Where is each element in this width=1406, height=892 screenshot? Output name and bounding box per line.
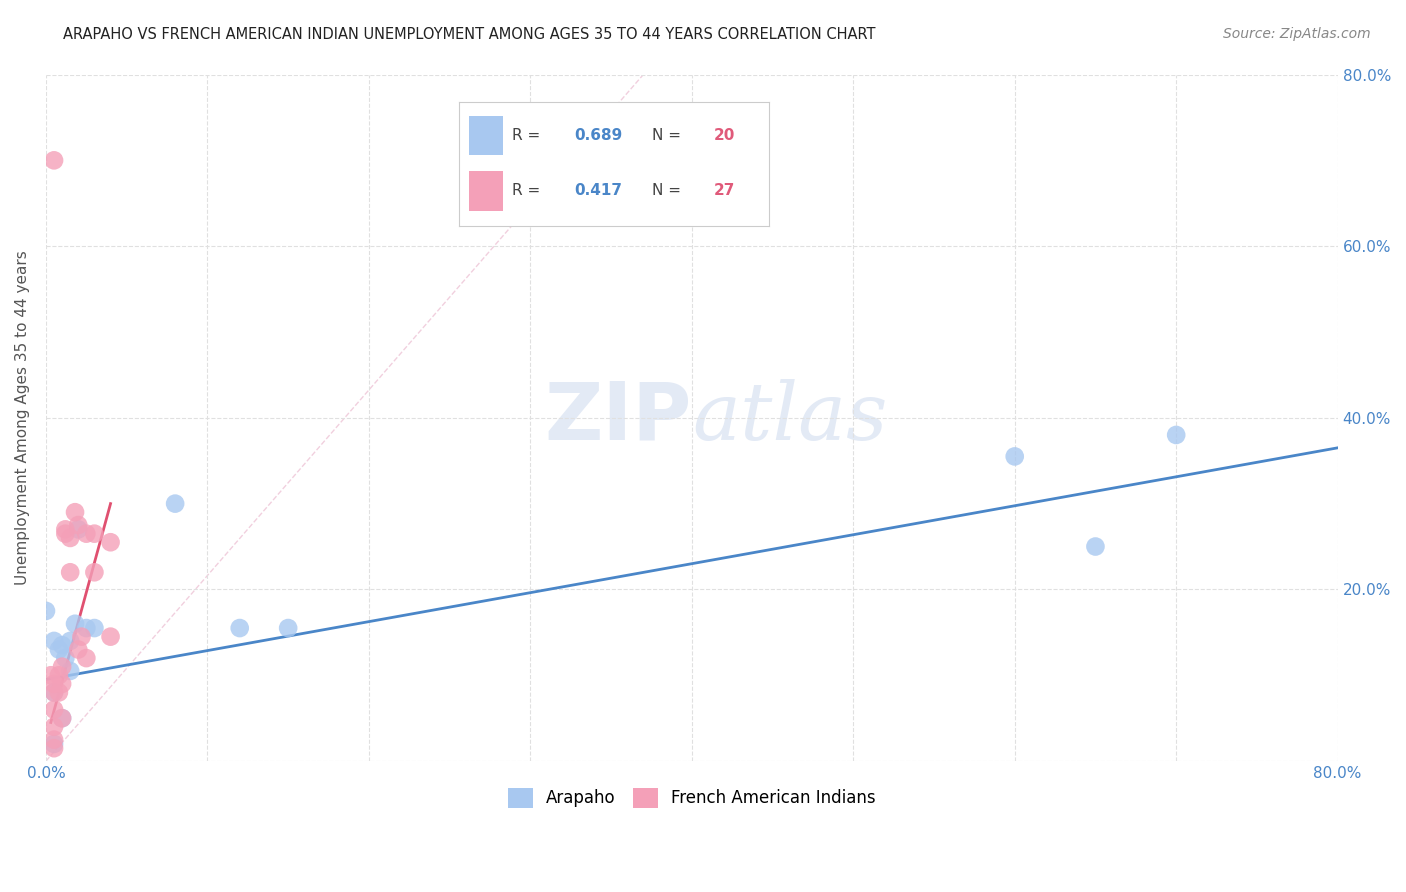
Point xyxy=(42,153,65,168)
Point xyxy=(53,526,76,541)
Point xyxy=(83,621,105,635)
Text: Source: ZipAtlas.com: Source: ZipAtlas.com xyxy=(1223,27,1371,41)
Point xyxy=(75,526,97,541)
Point xyxy=(100,630,122,644)
Point xyxy=(53,522,76,536)
Text: ZIP: ZIP xyxy=(544,379,692,457)
Point xyxy=(75,621,97,635)
Point xyxy=(83,566,105,580)
Point xyxy=(35,604,58,618)
Point xyxy=(75,651,97,665)
Point xyxy=(51,659,73,673)
Point xyxy=(48,685,70,699)
Point xyxy=(51,638,73,652)
Point xyxy=(59,664,82,678)
Point xyxy=(42,685,65,699)
Point xyxy=(100,535,122,549)
Point xyxy=(83,526,105,541)
Point xyxy=(277,621,299,635)
Point xyxy=(42,737,65,751)
Point xyxy=(59,531,82,545)
Point xyxy=(48,642,70,657)
Point xyxy=(63,616,86,631)
Point xyxy=(42,732,65,747)
Point xyxy=(42,720,65,734)
Point xyxy=(42,741,65,756)
Point xyxy=(1084,540,1107,554)
Text: atlas: atlas xyxy=(692,379,887,457)
Point xyxy=(1004,450,1026,464)
Point xyxy=(39,668,62,682)
Text: ARAPAHO VS FRENCH AMERICAN INDIAN UNEMPLOYMENT AMONG AGES 35 TO 44 YEARS CORRELA: ARAPAHO VS FRENCH AMERICAN INDIAN UNEMPL… xyxy=(63,27,876,42)
Point xyxy=(1166,428,1188,442)
Point xyxy=(51,711,73,725)
Point xyxy=(67,522,90,536)
Point xyxy=(63,505,86,519)
Point xyxy=(70,630,93,644)
Point xyxy=(42,677,65,691)
Point xyxy=(42,702,65,716)
Point xyxy=(228,621,250,635)
Point xyxy=(67,642,90,657)
Point xyxy=(42,685,65,699)
Point xyxy=(165,497,187,511)
Legend: Arapaho, French American Indians: Arapaho, French American Indians xyxy=(502,780,882,814)
Point xyxy=(59,634,82,648)
Point xyxy=(51,677,73,691)
Point xyxy=(67,518,90,533)
Point xyxy=(51,711,73,725)
Point xyxy=(53,651,76,665)
Y-axis label: Unemployment Among Ages 35 to 44 years: Unemployment Among Ages 35 to 44 years xyxy=(15,251,30,585)
Point xyxy=(59,566,82,580)
Point xyxy=(48,668,70,682)
Point xyxy=(42,634,65,648)
